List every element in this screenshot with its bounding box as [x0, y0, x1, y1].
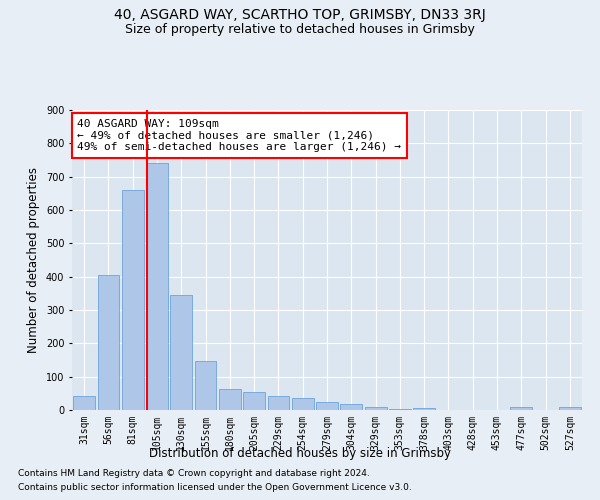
Text: Size of property relative to detached houses in Grimsby: Size of property relative to detached ho…: [125, 22, 475, 36]
Bar: [219, 390, 241, 410]
Bar: [365, 408, 386, 410]
Text: 40 ASGARD WAY: 109sqm
← 49% of detached houses are smaller (1,246)
49% of semi-d: 40 ASGARD WAY: 109sqm ← 49% of detached …: [77, 119, 401, 152]
Bar: [122, 190, 143, 410]
Text: Contains public sector information licensed under the Open Government Licence v3: Contains public sector information licen…: [18, 484, 412, 492]
Bar: [243, 392, 265, 410]
Y-axis label: Number of detached properties: Number of detached properties: [28, 167, 40, 353]
Bar: [559, 408, 581, 410]
Bar: [413, 408, 435, 410]
Text: Distribution of detached houses by size in Grimsby: Distribution of detached houses by size …: [149, 448, 451, 460]
Bar: [511, 408, 532, 410]
Bar: [170, 295, 192, 410]
Bar: [340, 404, 362, 410]
Bar: [97, 275, 119, 410]
Bar: [316, 402, 338, 410]
Bar: [194, 360, 217, 410]
Bar: [146, 164, 168, 410]
Text: 40, ASGARD WAY, SCARTHO TOP, GRIMSBY, DN33 3RJ: 40, ASGARD WAY, SCARTHO TOP, GRIMSBY, DN…: [114, 8, 486, 22]
Bar: [268, 396, 289, 410]
Bar: [73, 396, 95, 410]
Text: Contains HM Land Registry data © Crown copyright and database right 2024.: Contains HM Land Registry data © Crown c…: [18, 468, 370, 477]
Bar: [292, 398, 314, 410]
